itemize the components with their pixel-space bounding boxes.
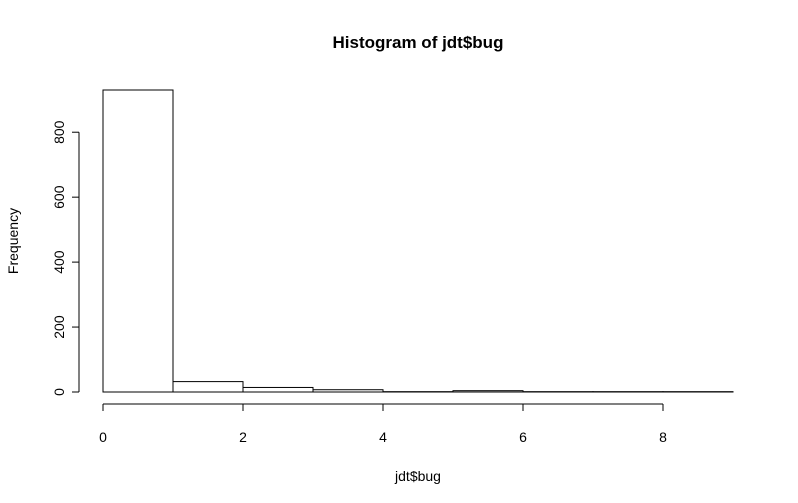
y-axis-label: Frequency xyxy=(5,208,21,274)
histogram-bar xyxy=(102,89,174,393)
y-tick-label: 0 xyxy=(51,388,67,396)
histogram-bar xyxy=(312,389,384,393)
histogram-bar xyxy=(242,386,314,393)
y-tick-label: 200 xyxy=(51,315,67,339)
bars-group xyxy=(102,89,734,393)
x-tick-label: 4 xyxy=(379,429,387,445)
x-tick-label: 8 xyxy=(659,429,667,445)
x-axis-label: jdt$bug xyxy=(394,468,441,484)
y-tick-label: 400 xyxy=(51,250,67,274)
x-tick-label: 2 xyxy=(239,429,247,445)
x-tick-label: 0 xyxy=(99,429,107,445)
x-tick-label: 6 xyxy=(519,429,527,445)
histogram-bar xyxy=(172,381,244,393)
y-tick-label: 800 xyxy=(51,120,67,144)
y-tick-label: 600 xyxy=(51,185,67,209)
chart-title: Histogram of jdt$bug xyxy=(333,33,504,52)
histogram-bar xyxy=(452,390,524,393)
y-axis: 0 200 400 600 800 xyxy=(51,120,80,396)
x-axis: 0 2 4 6 8 xyxy=(99,403,667,445)
